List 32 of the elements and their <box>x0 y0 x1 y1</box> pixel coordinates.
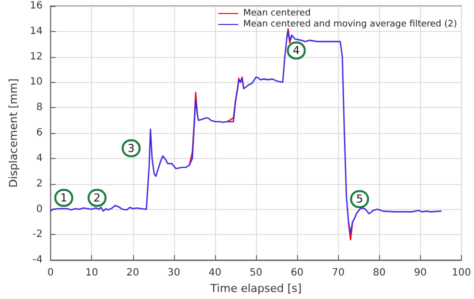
y-tick-label: 10 <box>30 76 43 88</box>
annotation: 4 <box>292 44 300 57</box>
x-tick-label: 40 <box>208 268 222 279</box>
y-tick-label: 0 <box>36 204 43 215</box>
y-tick-label: 14 <box>30 26 43 37</box>
y-tick-label: -2 <box>32 229 43 240</box>
legend-label: Mean centered and moving average filtered (2) <box>243 20 458 30</box>
annotation: 1 <box>60 191 68 204</box>
x-tick-label: 10 <box>85 268 98 279</box>
x-tick-label: 100 <box>452 268 472 279</box>
annotation: 5 <box>356 192 364 206</box>
x-tick-label: 50 <box>250 268 262 279</box>
y-tick-label: 16 <box>30 0 43 12</box>
y-tick-label: 2 <box>36 178 43 190</box>
x-tick-label: 20 <box>126 268 140 279</box>
line-series <box>50 30 442 234</box>
annotation: 3 <box>128 142 135 155</box>
legend-label: Mean centered <box>243 8 311 18</box>
y-tick-label: 12 <box>30 51 43 62</box>
x-tick-label: 30 <box>168 268 180 279</box>
x-tick-label: 60 <box>290 268 304 279</box>
x-tick-label: 70 <box>332 268 345 279</box>
x-tick-label: 80 <box>372 268 386 279</box>
y-tick-label: -4 <box>32 254 43 266</box>
x-axis-title: Time elapsed [s] <box>209 282 302 295</box>
y-tick-label: 6 <box>36 128 43 139</box>
annotation: 2 <box>94 191 101 204</box>
x-tick-label: 0 <box>47 268 54 279</box>
y-tick-label: 4 <box>36 152 43 164</box>
y-axis-title: Displacement [mm] <box>7 78 20 188</box>
x-tick-label: 90 <box>414 268 427 279</box>
y-tick-label: 8 <box>36 102 43 114</box>
